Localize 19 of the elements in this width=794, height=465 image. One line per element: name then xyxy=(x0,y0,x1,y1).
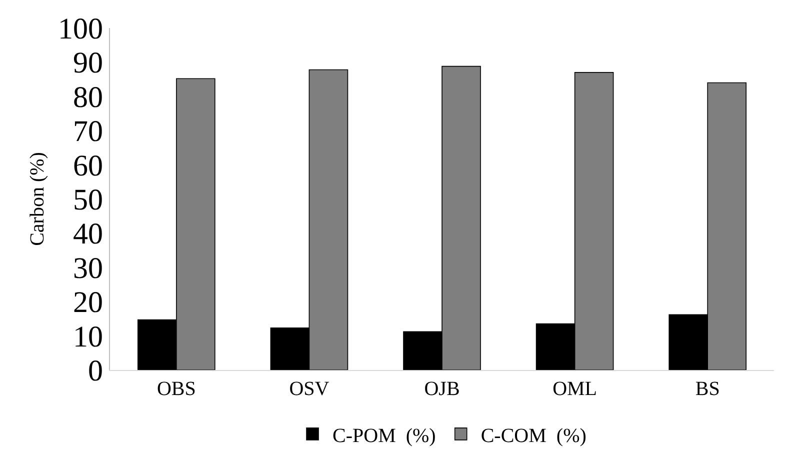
x-tick-label: BS xyxy=(695,378,720,400)
x-tick-label: OBS xyxy=(156,378,196,400)
y-tick-label: 0 xyxy=(88,354,103,388)
y-tick-label: 90 xyxy=(73,46,103,80)
y-tick-label: 20 xyxy=(73,286,103,320)
y-tick-label: 70 xyxy=(73,115,103,148)
y-tick-label: 40 xyxy=(73,218,103,251)
y-tick-label: 100 xyxy=(58,12,103,46)
y-tick-label: 50 xyxy=(73,184,103,216)
y-tick-label: 80 xyxy=(73,80,103,114)
x-tick-label: OSV xyxy=(289,378,330,400)
y-tick-label: 60 xyxy=(73,149,103,182)
x-tick-label: OJB xyxy=(424,378,460,400)
y-axis-title: Carbon (%) xyxy=(26,152,48,246)
legend-label: C-POM (%) xyxy=(332,424,436,447)
x-tick-label: OML xyxy=(552,378,598,400)
y-tick-label: 10 xyxy=(73,320,103,354)
legend-label: C-COM (%) xyxy=(480,424,586,447)
y-tick-label: 30 xyxy=(73,252,103,285)
